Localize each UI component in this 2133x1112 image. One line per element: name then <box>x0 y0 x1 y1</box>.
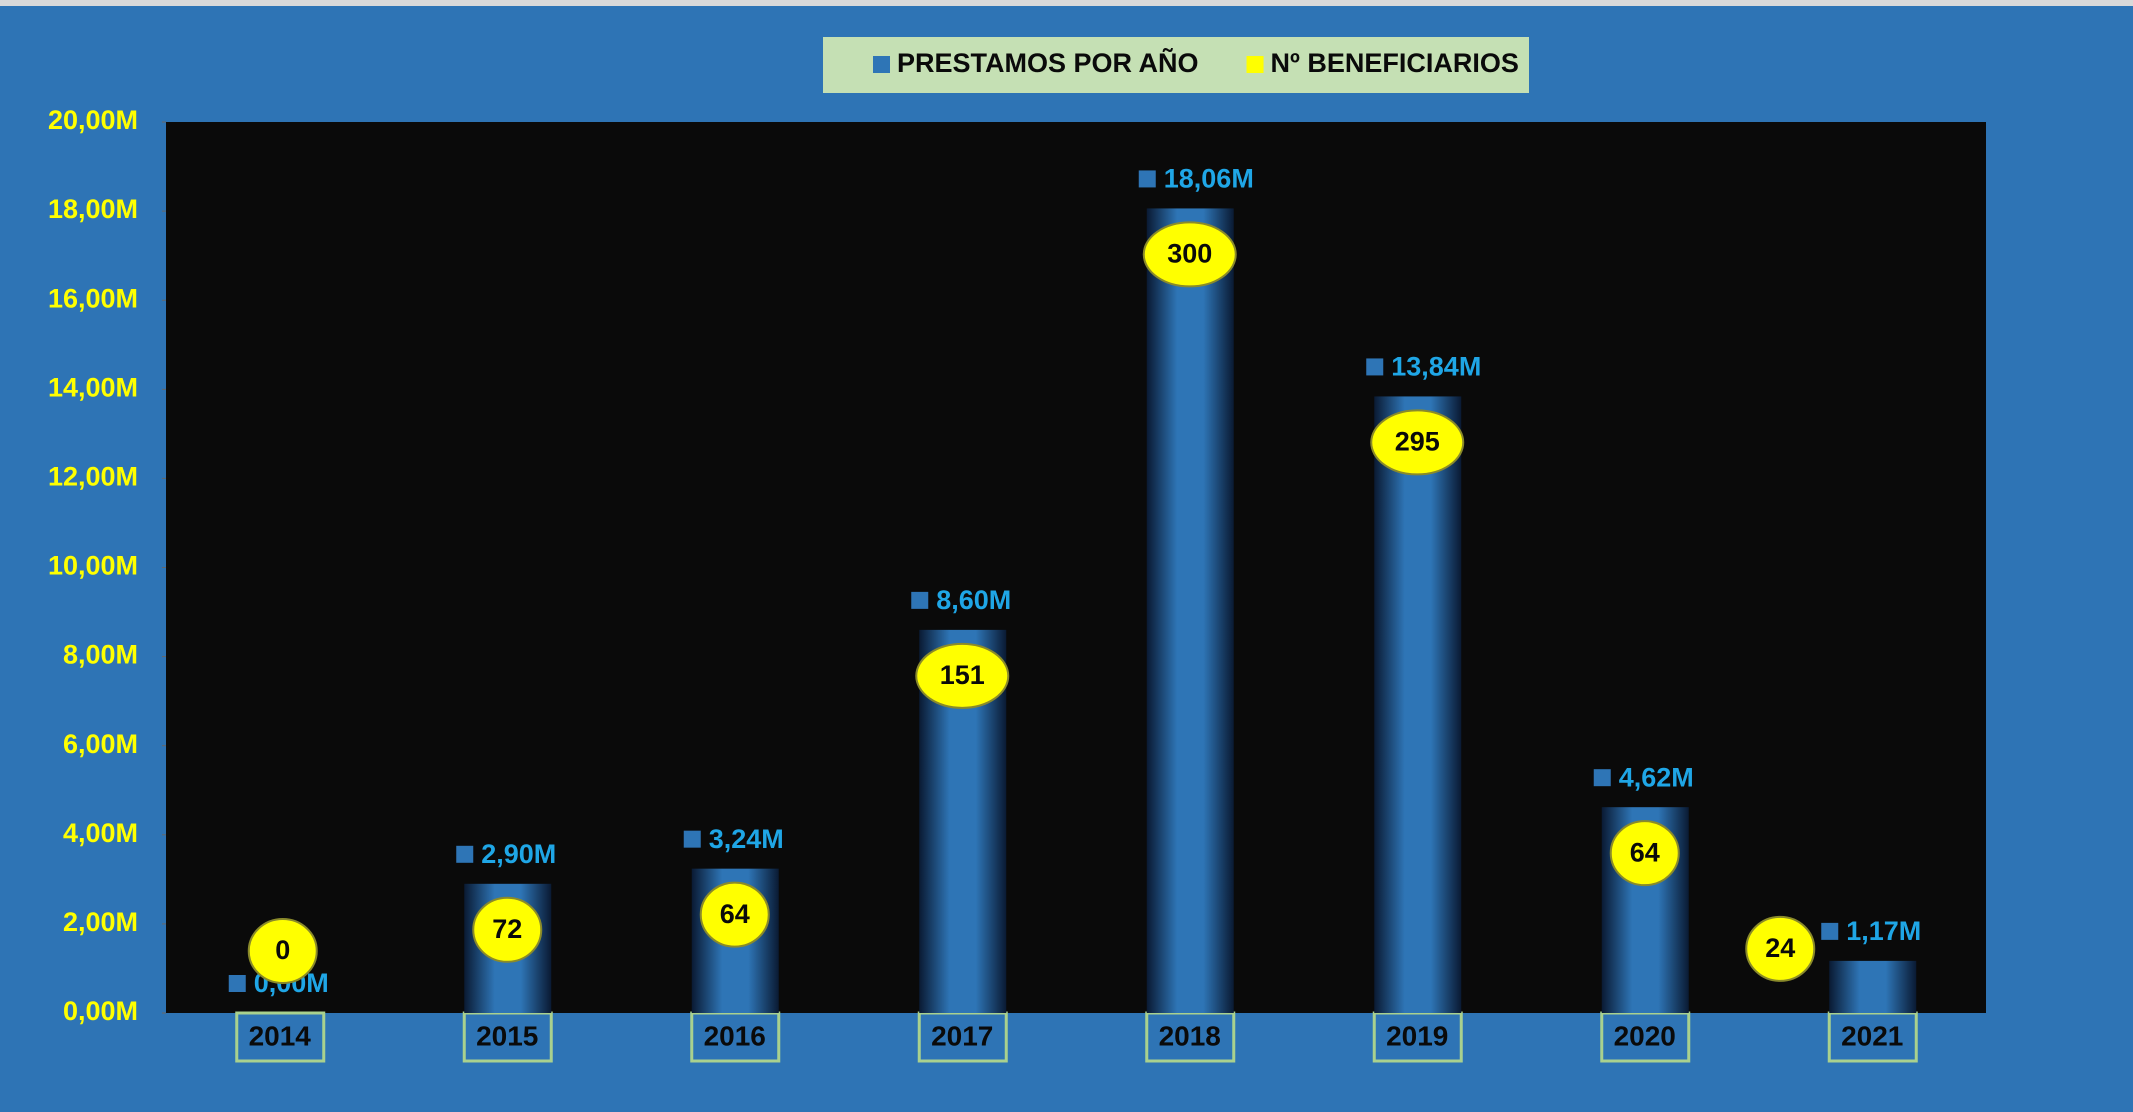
y-tick-label: 18,00M <box>48 194 138 224</box>
y-tick-label: 10,00M <box>48 551 138 581</box>
bar <box>1146 208 1234 1013</box>
beneficiary-label: 300 <box>1167 239 1212 269</box>
x-tick-box <box>235 1011 326 1063</box>
beneficiary-bubble <box>1370 409 1465 476</box>
beneficiary-bubble <box>247 918 318 984</box>
value-label-marker <box>1366 358 1384 376</box>
bar <box>1374 396 1462 1014</box>
x-tick-label: 2017 <box>931 1020 993 1051</box>
beneficiary-label: 24 <box>1765 933 1795 963</box>
legend-swatch <box>1246 56 1264 73</box>
y-tick-label: 0,00M <box>63 996 138 1026</box>
value-label: 4,62M <box>1619 762 1694 792</box>
value-label: 8,60M <box>936 585 1011 615</box>
value-label-marker <box>1593 769 1611 787</box>
value-label-marker <box>228 975 246 992</box>
value-label: 1,17M <box>1846 916 1921 946</box>
legend-swatch <box>873 56 890 73</box>
beneficiary-bubble <box>1609 820 1680 887</box>
x-tick-label: 2016 <box>704 1020 766 1051</box>
legend-label: Nº BENEFICIARIOS <box>1271 48 1519 78</box>
bar <box>1829 960 1917 1013</box>
top-strip <box>0 0 2133 6</box>
beneficiary-bubble <box>699 881 770 948</box>
beneficiary-bubble <box>1745 915 1816 982</box>
legend-label: PRESTAMOS POR AÑO <box>897 47 1199 78</box>
y-tick-label: 8,00M <box>63 640 138 670</box>
value-label-marker <box>1821 922 1839 940</box>
value-label: 18,06M <box>1164 164 1254 194</box>
value-label-marker <box>683 830 701 848</box>
y-tick-label: 6,00M <box>63 729 138 759</box>
beneficiary-label: 72 <box>492 914 522 944</box>
value-label: 2,90M <box>481 839 556 869</box>
y-tick-label: 12,00M <box>48 462 138 492</box>
x-tick-label: 2020 <box>1614 1020 1676 1051</box>
value-label-marker <box>456 845 474 863</box>
x-tick-label: 2019 <box>1386 1020 1448 1051</box>
beneficiary-bubble <box>1142 221 1237 288</box>
beneficiary-label: 0 <box>275 935 290 965</box>
x-tick-label: 2015 <box>476 1020 538 1051</box>
x-tick-label: 2021 <box>1841 1020 1903 1051</box>
y-tick-label: 14,00M <box>48 372 138 402</box>
value-label: 13,84M <box>1391 352 1481 382</box>
legend-box <box>823 37 1529 93</box>
y-tick-label: 2,00M <box>63 907 138 937</box>
beneficiary-label: 64 <box>720 899 750 929</box>
y-tick-label: 4,00M <box>63 818 138 848</box>
beneficiary-bubble <box>915 642 1010 709</box>
x-tick-label: 2014 <box>249 1020 312 1051</box>
y-tick-label: 16,00M <box>48 283 138 313</box>
y-tick-label: 20,00M <box>48 105 138 135</box>
beneficiary-label: 151 <box>940 660 985 690</box>
beneficiary-label: 295 <box>1395 427 1440 457</box>
value-label: 3,24M <box>709 824 784 854</box>
beneficiary-bubble <box>472 896 543 963</box>
x-tick-label: 2018 <box>1159 1020 1221 1051</box>
value-label-marker <box>911 591 929 609</box>
value-label-marker <box>1138 170 1156 188</box>
plot-area <box>166 122 1986 1013</box>
beneficiary-label: 64 <box>1630 837 1660 867</box>
